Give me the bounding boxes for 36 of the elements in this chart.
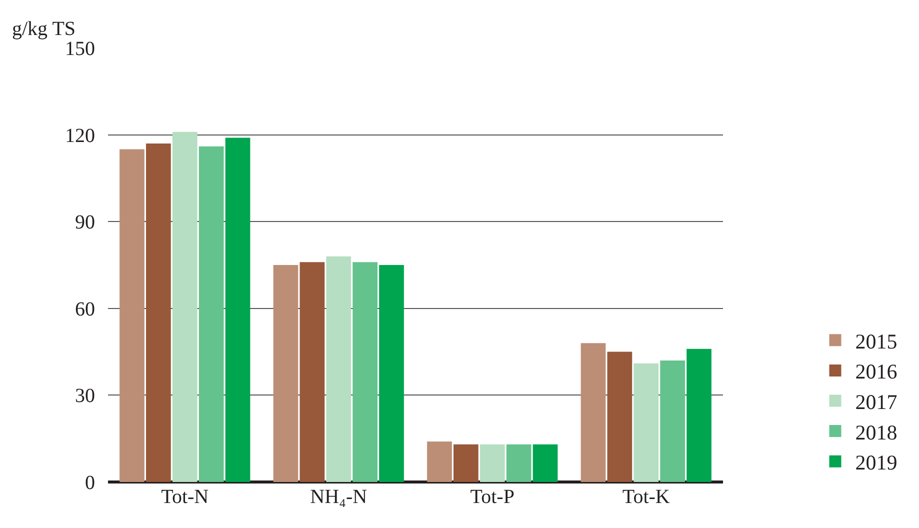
y-tick-label: 60 bbox=[75, 298, 95, 320]
legend-label: 2015 bbox=[855, 329, 898, 354]
bar bbox=[532, 444, 558, 482]
y-tick-label: 120 bbox=[65, 124, 95, 147]
bar bbox=[300, 262, 325, 482]
y-axis-title: g/kg TS bbox=[12, 18, 76, 40]
bar bbox=[225, 138, 250, 482]
bar bbox=[352, 262, 378, 482]
bar bbox=[379, 265, 404, 482]
bar bbox=[607, 352, 632, 482]
x-tick-label: Tot-N bbox=[161, 486, 209, 508]
bar bbox=[660, 360, 685, 482]
bar bbox=[326, 256, 352, 482]
y-tick-label: 90 bbox=[75, 212, 95, 234]
x-tick-label: NH₄-N bbox=[310, 486, 368, 508]
legend-label: 2019 bbox=[855, 450, 898, 475]
y-tick-label: 0 bbox=[85, 472, 95, 494]
bar bbox=[120, 149, 144, 482]
legend-label: 2016 bbox=[855, 360, 898, 384]
bar bbox=[580, 343, 606, 482]
bar bbox=[506, 444, 532, 482]
legend-label: 2017 bbox=[855, 390, 898, 414]
bar bbox=[454, 444, 478, 482]
bar bbox=[273, 265, 298, 482]
y-tick-label: 30 bbox=[75, 385, 95, 408]
bar bbox=[686, 348, 712, 482]
bar bbox=[172, 132, 198, 482]
bar bbox=[480, 444, 505, 482]
bar bbox=[146, 143, 171, 482]
bar bbox=[427, 441, 452, 482]
legend-label: 2018 bbox=[855, 420, 898, 444]
x-tick-label: Tot-P bbox=[470, 486, 514, 508]
bar bbox=[198, 146, 224, 482]
x-tick-label: Tot-K bbox=[622, 486, 670, 508]
bar bbox=[634, 363, 659, 482]
y-tick-label: 150 bbox=[65, 38, 95, 60]
